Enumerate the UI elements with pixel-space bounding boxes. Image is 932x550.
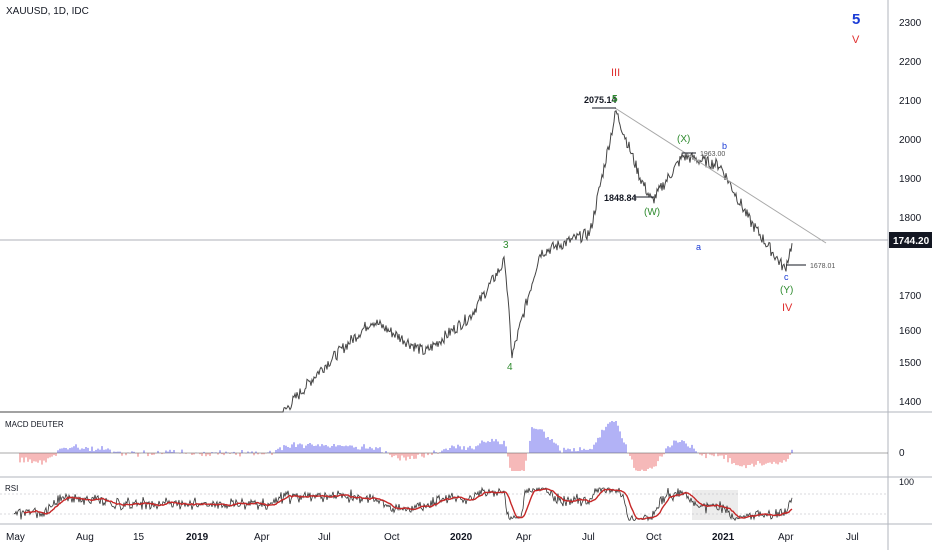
wave-label-III: III [611,67,620,79]
macd-histogram [19,421,793,471]
price-series [0,110,793,413]
time-tick: 2021 [712,532,735,543]
price-tick: 2200 [899,57,922,68]
time-tick: 2019 [186,532,209,543]
wave-label-b: b [722,141,727,151]
time-tick: Apr [516,532,532,543]
rsi-ma-line [23,488,793,520]
price-tick: 1900 [899,174,922,185]
price-line [0,110,793,413]
time-tick: Apr [778,532,794,543]
price-tick: 1800 [899,213,922,224]
price-tick: 1700 [899,291,922,302]
time-tick: 2020 [450,532,473,543]
price-tick: 2100 [899,96,922,107]
time-axis: May Aug 15 2019 Apr Jul Oct 2020 Apr Jul… [6,532,859,543]
wave-label-c: c [784,272,789,282]
rsi-tick: 100 [899,477,914,487]
macd-zero-tick: 0 [899,448,905,459]
time-tick: Oct [384,532,400,543]
y-low-price-label: 1678.01 [810,263,835,270]
wave-label-IV: IV [782,302,793,314]
wave-label-5: 5 [612,94,618,105]
time-tick: Oct [646,532,662,543]
macd-label: MACD DEUTER [5,420,64,429]
wave-label-X: (X) [677,134,690,145]
high-price-label: 2075.14 [584,95,617,105]
last-price-badge [889,232,932,248]
wave-label-W: (W) [644,207,660,218]
rsi-series [13,486,793,522]
time-tick: Apr [254,532,270,543]
wave-label-big5: 5 [852,11,860,28]
wave-label-3: 3 [503,240,509,251]
time-tick: Aug [76,532,94,543]
price-tick: 2300 [899,18,922,29]
wave-label-4: 4 [507,362,513,373]
wave-label-Y: (Y) [780,285,793,296]
time-tick: Jul [318,532,331,543]
rsi-line [13,486,793,522]
price-tick: 2000 [899,135,922,146]
rsi-label: RSI [5,484,18,493]
time-tick: Jul [582,532,595,543]
time-tick: Jul [846,532,859,543]
wave-label-bigV: V [852,34,860,46]
price-tick: 1500 [899,358,922,369]
last-price-value: 1744.20 [893,236,930,247]
price-tick: 1600 [899,326,922,337]
price-tick: 1400 [899,397,922,408]
price-axis: 1400 1500 1600 1700 1800 1900 2000 2100 … [899,18,922,408]
symbol-label: XAUUSD, 1D, IDC [6,6,89,17]
wave-label-a: a [696,242,701,252]
w-low-price-label: 1848.84 [604,193,637,203]
time-tick: 15 [133,532,145,543]
x-high-price-label: 1963.00 [700,151,725,158]
time-tick: May [6,532,25,543]
resistance-trendline[interactable] [614,107,827,244]
